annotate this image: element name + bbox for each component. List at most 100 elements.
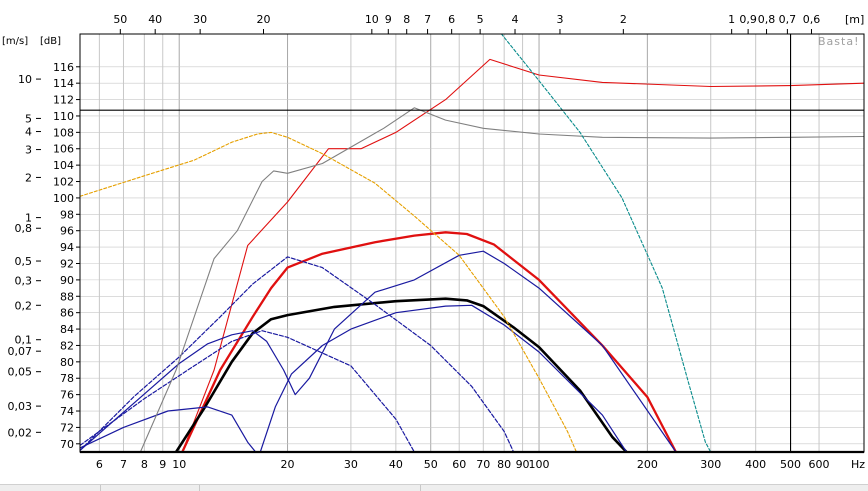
wavelength-tick-label: 0,7 — [779, 13, 797, 26]
y-tick-label: 108 — [53, 126, 74, 139]
series-line-gray-8 — [139, 107, 864, 452]
velocity-unit-label: [m/s] — [2, 36, 28, 47]
series-group — [80, 34, 864, 452]
y-tick-label: 76 — [60, 389, 74, 402]
y-tick-label: 70 — [60, 438, 74, 451]
x-tick-label: 40 — [389, 458, 403, 471]
x-tick-label: 600 — [809, 458, 830, 471]
velocity-tick-label: 0,03 — [8, 400, 33, 413]
y-tick-label: 88 — [60, 290, 74, 303]
series-line-blue-6 — [80, 256, 515, 452]
x-tick-label: 6 — [96, 458, 103, 471]
y-tick-label: 82 — [60, 339, 74, 352]
velocity-tick-label: 3 — [25, 144, 32, 157]
y-tick-label: 74 — [60, 405, 74, 418]
wavelength-tick-label: 9 — [385, 13, 392, 26]
series-line-black-2 — [174, 297, 628, 452]
wavelength-tick-label: 30 — [193, 13, 207, 26]
y-tick-label: 96 — [60, 225, 74, 238]
wavelength-tick-label: 0,9 — [739, 13, 757, 26]
wavelength-tick-label: 40 — [148, 13, 162, 26]
y-tick-label: 106 — [53, 143, 74, 156]
x-tick-label: 500 — [780, 458, 801, 471]
series-line-blue-3 — [80, 406, 257, 452]
velocity-tick-label: 0,1 — [15, 334, 33, 347]
wavelength-tick-label: 50 — [113, 13, 127, 26]
status-pane — [200, 485, 421, 491]
plot-background — [80, 34, 864, 452]
y-tick-label: 102 — [53, 176, 74, 189]
velocity-tick-label: 10 — [18, 73, 32, 86]
y-tick-label: 114 — [53, 77, 74, 90]
y-tick-label: 110 — [53, 110, 74, 123]
level-unit-label: [dB] — [40, 36, 61, 47]
y-tick-label: 116 — [53, 61, 74, 74]
y-tick-label: 98 — [60, 208, 74, 221]
wavelength-tick-label: 8 — [403, 13, 410, 26]
series-line-teal-10 — [500, 34, 712, 452]
x-tick-label: 70 — [476, 458, 490, 471]
wavelength-tick-label: 1 — [728, 13, 735, 26]
velocity-tick-label: 4 — [25, 126, 32, 139]
wavelength-unit-label: [m] — [845, 13, 864, 26]
y-tick-label: 92 — [60, 257, 74, 270]
wavelength-tick-label: 5 — [477, 13, 484, 26]
x-tick-label: 100 — [529, 458, 550, 471]
velocity-tick-label: 0,07 — [8, 345, 33, 358]
wavelength-tick-label: 0,6 — [803, 13, 821, 26]
velocity-tick-label: 0,05 — [8, 366, 33, 379]
x-tick-label: 30 — [344, 458, 358, 471]
y-tick-label: 100 — [53, 192, 74, 205]
velocity-tick-label: 0,3 — [15, 275, 33, 288]
x-tick-label: 300 — [700, 458, 721, 471]
x-tick-label: 9 — [159, 458, 166, 471]
velocity-tick-label: 0,2 — [15, 299, 33, 312]
x-tick-label: 80 — [497, 458, 511, 471]
x-tick-label: 200 — [637, 458, 658, 471]
wavelength-tick-label: 6 — [448, 13, 455, 26]
y-tick-label: 94 — [60, 241, 74, 254]
x-tick-label: 8 — [141, 458, 148, 471]
y-tick-label: 78 — [60, 372, 74, 385]
y-tick-label: 84 — [60, 323, 74, 336]
x-tick-label: 400 — [745, 458, 766, 471]
y-tick-label: 104 — [53, 159, 74, 172]
wavelength-tick-label: 4 — [512, 13, 519, 26]
y-tick-label: 90 — [60, 274, 74, 287]
wavelength-tick-label: 0,8 — [758, 13, 776, 26]
velocity-tick-label: 0,02 — [8, 426, 33, 439]
y-tick-label: 86 — [60, 307, 74, 320]
x-tick-label: 60 — [452, 458, 466, 471]
series-line-red-1 — [181, 58, 864, 452]
x-tick-label: 20 — [281, 458, 295, 471]
status-bar — [0, 484, 868, 491]
status-pane — [0, 485, 101, 491]
status-pane — [101, 485, 200, 491]
x-tick-label: 90 — [516, 458, 530, 471]
y-tick-label: 80 — [60, 356, 74, 369]
series-line-blue-5 — [259, 304, 628, 452]
wavelength-tick-label: 7 — [424, 13, 431, 26]
wavelength-tick-label: 2 — [620, 13, 627, 26]
y-tick-label: 72 — [60, 421, 74, 434]
wavelength-tick-label: 10 — [365, 13, 379, 26]
watermark: Basta! — [818, 35, 859, 48]
y-tick-label: 112 — [53, 94, 74, 107]
velocity-tick-label: 2 — [25, 171, 32, 184]
series-line-blue-7 — [80, 330, 415, 452]
velocity-tick-label: 1 — [25, 212, 32, 225]
series-line-orange-9 — [80, 131, 577, 452]
plot-frame — [79, 33, 865, 454]
frequency-unit-label: Hz — [851, 458, 865, 471]
series-line-red-0 — [181, 231, 678, 452]
velocity-tick-label: 5 — [25, 112, 32, 125]
velocity-tick-label: 0,5 — [15, 255, 33, 268]
series-line-blue-4 — [80, 250, 677, 452]
wavelength-tick-label: 20 — [257, 13, 271, 26]
velocity-tick-label: 0,8 — [15, 222, 33, 235]
reference-lines — [80, 34, 864, 452]
x-tick-label: 7 — [120, 458, 127, 471]
x-tick-label: 10 — [172, 458, 186, 471]
